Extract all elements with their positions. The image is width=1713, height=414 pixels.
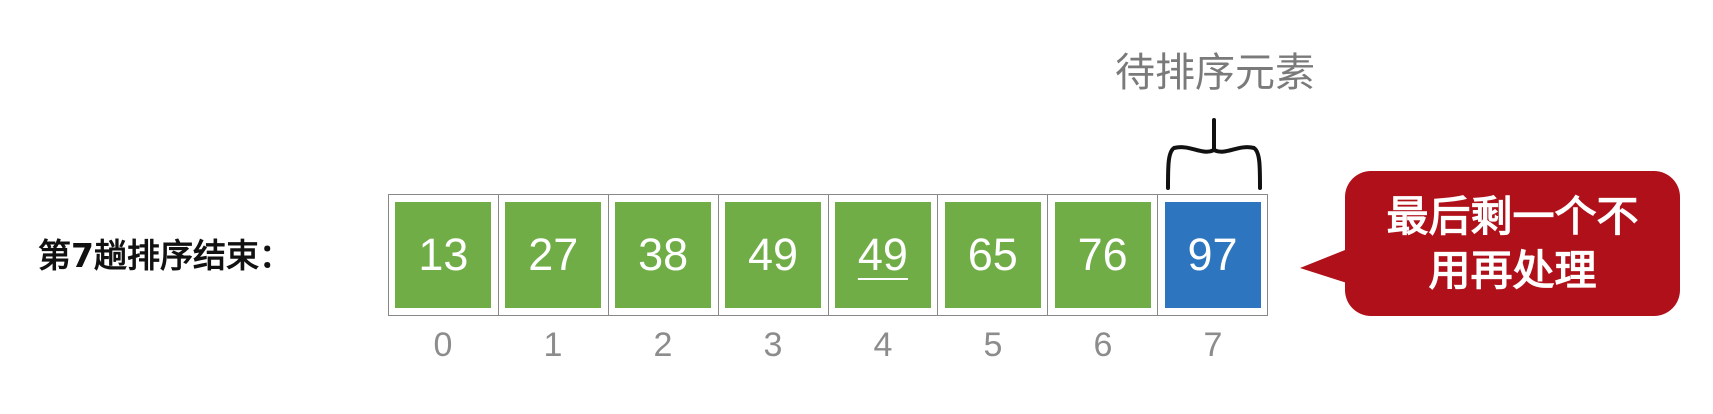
array-value: 97 xyxy=(1187,229,1238,280)
array-value-box: 65 xyxy=(944,202,1041,308)
array-cell: 49 xyxy=(827,195,938,315)
array-cell: 49 xyxy=(717,195,828,315)
array-value: 13 xyxy=(418,229,469,280)
array: 13 27 38 49 49 65 76 97 xyxy=(388,194,1268,316)
array-value-box: 38 xyxy=(615,202,712,308)
curly-brace-icon xyxy=(1166,118,1262,190)
index-label: 7 xyxy=(1203,326,1223,364)
array-cell: 97 xyxy=(1157,195,1267,315)
stage-label: 第7趟排序结束： xyxy=(38,236,292,275)
array-value: 49 xyxy=(748,229,799,280)
index-label: 3 xyxy=(763,326,783,364)
array-cell: 38 xyxy=(607,195,718,315)
array-value-box: 27 xyxy=(505,202,602,308)
index-label: 0 xyxy=(433,326,453,364)
callout-pointer xyxy=(1300,248,1350,284)
callout-line: 用再处理 xyxy=(1428,245,1597,295)
array-value-box: 76 xyxy=(1054,202,1151,308)
index-label: 2 xyxy=(653,326,673,364)
array-value: 76 xyxy=(1077,229,1128,280)
array-value-box: 97 xyxy=(1164,202,1261,308)
callout-line: 最后剩一个不 xyxy=(1386,191,1639,241)
index-label: 5 xyxy=(983,326,1003,364)
array-value: 65 xyxy=(967,229,1018,280)
array-value: 38 xyxy=(638,229,689,280)
pending-elements-label: 待排序元素 xyxy=(1115,50,1315,96)
callout-bubble: 最后剩一个不 用再处理 xyxy=(1345,171,1680,316)
array-cell: 13 xyxy=(389,195,498,315)
index-row: 0 1 2 3 4 5 6 7 xyxy=(388,326,1268,365)
array-cell: 76 xyxy=(1047,195,1157,315)
index-label: 4 xyxy=(873,326,893,364)
array-value: 27 xyxy=(528,229,579,280)
index-label: 1 xyxy=(543,326,563,364)
index-label: 6 xyxy=(1093,326,1113,364)
array-cell: 65 xyxy=(937,195,1047,315)
array-value: 49 xyxy=(857,229,908,280)
array-cell: 27 xyxy=(497,195,608,315)
array-value-box: 49 xyxy=(834,202,931,308)
array-value-box: 13 xyxy=(395,202,492,308)
array-value-box: 49 xyxy=(725,202,822,308)
